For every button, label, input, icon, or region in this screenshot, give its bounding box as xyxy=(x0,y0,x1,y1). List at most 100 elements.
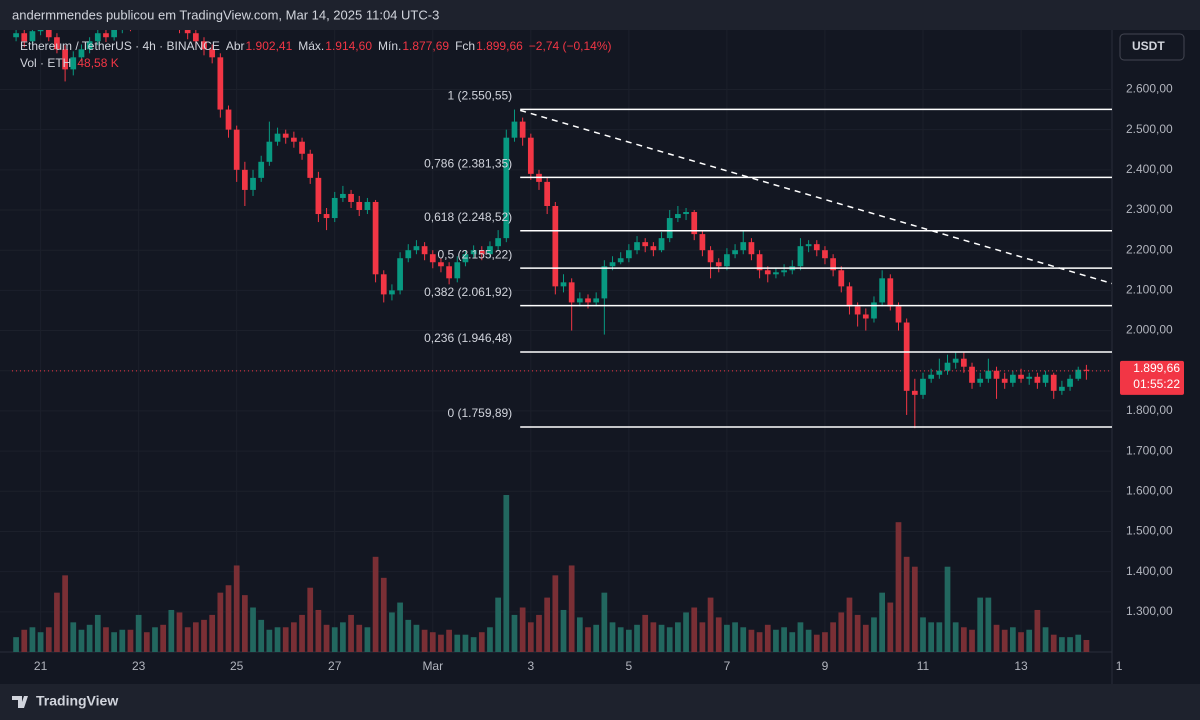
trendline xyxy=(519,109,1112,285)
candle-body xyxy=(356,201,363,211)
candle-body xyxy=(274,133,281,142)
candle-body xyxy=(740,242,747,251)
candle-body xyxy=(29,31,36,42)
candle-body xyxy=(854,306,861,315)
candle-body xyxy=(985,370,992,379)
fib-label: 0 (1.759,89) xyxy=(447,406,512,420)
candle-body xyxy=(609,262,616,267)
volume-bar xyxy=(1059,637,1065,652)
volume-bar xyxy=(1001,629,1008,652)
y-tick-label: 1.700,00 xyxy=(1126,443,1173,457)
volume-value: 48,58 K xyxy=(77,56,118,70)
volume-bar xyxy=(21,629,28,652)
candle-body xyxy=(241,169,248,190)
candle-body xyxy=(724,254,730,267)
volume-bar xyxy=(879,592,886,652)
volume-bar xyxy=(438,634,444,652)
candle-body xyxy=(838,270,845,287)
volume-bar xyxy=(764,624,771,652)
currency-button[interactable] xyxy=(1119,33,1185,61)
candle-body xyxy=(846,286,853,307)
candle-body xyxy=(94,33,101,42)
candle-body xyxy=(1042,374,1049,383)
ohlc-value: 1.877,69 xyxy=(402,39,449,53)
x-tick-label: 25 xyxy=(230,659,244,673)
volume-bar xyxy=(683,612,689,652)
volume-bar xyxy=(282,627,289,652)
volume-bar xyxy=(985,597,992,652)
candle-body xyxy=(201,41,207,50)
candle-body xyxy=(658,238,665,251)
ohlc-value: 1.914,60 xyxy=(325,39,372,53)
volume-bar xyxy=(805,629,812,652)
candle-body xyxy=(511,121,518,138)
currency-label[interactable]: USDT xyxy=(1132,39,1165,53)
candle-body xyxy=(1026,376,1033,379)
volume-bar xyxy=(1042,627,1049,652)
volume-bar xyxy=(944,566,951,652)
candle-body xyxy=(936,370,943,375)
volume-bar xyxy=(356,624,363,652)
candle-body xyxy=(307,153,314,178)
volume-bar xyxy=(519,607,526,652)
legend: Ethereum / TetherUS · 4h · BINANCE Abr1.9… xyxy=(20,39,612,53)
candle-body xyxy=(1083,369,1090,371)
brand: TradingView xyxy=(36,693,118,709)
candle-body xyxy=(421,246,428,255)
candle-body xyxy=(568,282,575,303)
change: −2,74 (−0,14%) xyxy=(529,39,612,53)
candle-body xyxy=(1034,376,1041,383)
volume-bar xyxy=(37,632,44,652)
candle-body xyxy=(209,49,216,58)
candle-body xyxy=(552,205,559,287)
y-tick-label: 2.200,00 xyxy=(1126,242,1173,256)
ohlc-label: Abr xyxy=(226,39,245,53)
volume-bar xyxy=(724,624,730,652)
volume-bar xyxy=(454,634,461,652)
candle-body xyxy=(797,246,804,267)
candle-body xyxy=(454,262,461,279)
volume-bar xyxy=(233,565,240,652)
x-tick-label: 27 xyxy=(328,659,342,673)
volume-bar xyxy=(511,614,518,652)
symbol: Ethereum / TetherUS · 4h · BINANCE xyxy=(20,39,220,53)
volume-bar xyxy=(527,622,534,652)
volume-bar xyxy=(797,622,804,652)
candle-body xyxy=(380,274,387,295)
volume-bar xyxy=(617,627,624,652)
caption: andermmendes publicou em TradingView.com… xyxy=(12,7,439,22)
volume-bar xyxy=(822,632,828,652)
x-tick-label: Mar xyxy=(422,659,443,673)
candle-body xyxy=(462,254,469,263)
volume-bar xyxy=(380,577,387,652)
volume-bar xyxy=(895,522,902,652)
candle-body xyxy=(666,218,673,239)
volume-bar xyxy=(176,612,183,652)
ohlc-value: 1.902,41 xyxy=(246,39,293,53)
ohlc-label: Mín. xyxy=(378,39,401,53)
candle-body xyxy=(887,278,894,307)
volume-bar xyxy=(740,627,747,652)
y-tick-label: 2.400,00 xyxy=(1126,162,1173,176)
volume-bar xyxy=(307,587,314,652)
volume-bar xyxy=(854,614,861,652)
volume-bar xyxy=(372,556,379,652)
volume-bar xyxy=(446,629,452,652)
candle-body xyxy=(478,250,485,255)
candle-body xyxy=(1018,374,1024,379)
volume-bar xyxy=(1034,609,1041,652)
volume-bar xyxy=(642,614,649,652)
candle-body xyxy=(911,390,918,395)
volume-bar xyxy=(503,495,510,652)
x-tick-label: 21 xyxy=(34,659,48,673)
volume-bar xyxy=(340,622,346,652)
fib-label: 0,382 (2.061,92) xyxy=(424,285,512,299)
candle-body xyxy=(585,298,591,303)
volume-bar xyxy=(928,622,935,652)
candle-body xyxy=(323,214,330,219)
volume-bar xyxy=(871,617,877,652)
candle-body xyxy=(1050,374,1057,391)
volume-bar xyxy=(748,629,755,652)
y-tick-label: 2.500,00 xyxy=(1126,122,1173,136)
candle-body xyxy=(111,30,117,38)
